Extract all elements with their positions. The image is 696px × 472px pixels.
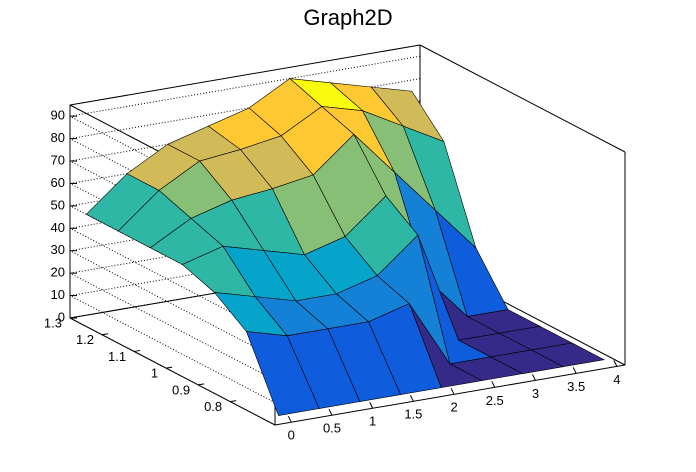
y-tick <box>101 333 109 336</box>
x-tick-label: 0.5 <box>323 421 341 436</box>
grid-line <box>69 78 421 140</box>
z-tick-label: 50 <box>51 197 65 212</box>
z-tick-label: 80 <box>51 130 65 145</box>
x-tick <box>491 381 496 388</box>
x-tick <box>287 415 292 423</box>
box-edge <box>419 44 626 153</box>
x-tick <box>450 388 455 395</box>
x-tick-label: 1 <box>369 414 376 429</box>
grid-line <box>69 317 276 426</box>
y-tick-label: 1.3 <box>44 315 62 330</box>
z-tick-label: 70 <box>51 152 65 167</box>
grid-line <box>69 55 421 117</box>
grid-line <box>69 138 276 247</box>
grid-line <box>69 115 276 224</box>
x-tick-label: 2 <box>450 400 457 415</box>
z-tick-label: 20 <box>51 265 65 280</box>
x-tick-label: 2.5 <box>486 393 504 408</box>
chart-title: Graph2D <box>303 5 392 30</box>
z-tick-label: 30 <box>51 242 65 257</box>
y-tick <box>198 383 205 386</box>
y-tick <box>133 349 141 352</box>
z-tick-label: 90 <box>51 108 65 123</box>
x-tick-label: 3.5 <box>567 379 585 394</box>
y-tick-label: 1.2 <box>76 332 94 347</box>
x-tick-label: 1.5 <box>404 407 422 422</box>
y-tick <box>166 366 173 369</box>
y-tick <box>230 400 237 403</box>
z-tick-label: 10 <box>51 287 65 302</box>
grid-line <box>69 227 276 336</box>
z-tick-label: 40 <box>51 220 65 235</box>
surface-cell <box>245 331 320 416</box>
x-tick <box>369 402 374 409</box>
grid-line <box>69 272 276 381</box>
x-tick <box>409 395 414 402</box>
x-tick-label: 4 <box>613 372 620 387</box>
z-tick-label: 60 <box>51 175 65 190</box>
y-tick <box>69 316 77 319</box>
x-tick-label: 3 <box>532 386 539 401</box>
x-tick <box>613 360 618 367</box>
y-tick-label: 0.8 <box>204 399 222 414</box>
x-tick <box>328 409 333 416</box>
y-tick-label: 1 <box>151 366 158 381</box>
grid-line <box>69 160 276 269</box>
grid-line <box>69 295 276 404</box>
z-tick-label: 0 <box>58 309 65 324</box>
x-tick <box>572 367 577 374</box>
x-tick <box>532 374 536 381</box>
y-tick-label: 1.1 <box>108 349 126 364</box>
x-tick-label: 0 <box>288 428 295 443</box>
y-tick-label: 0.9 <box>172 382 190 397</box>
box-edge <box>69 44 421 106</box>
grid-line <box>69 250 276 359</box>
box-edge <box>274 364 626 426</box>
